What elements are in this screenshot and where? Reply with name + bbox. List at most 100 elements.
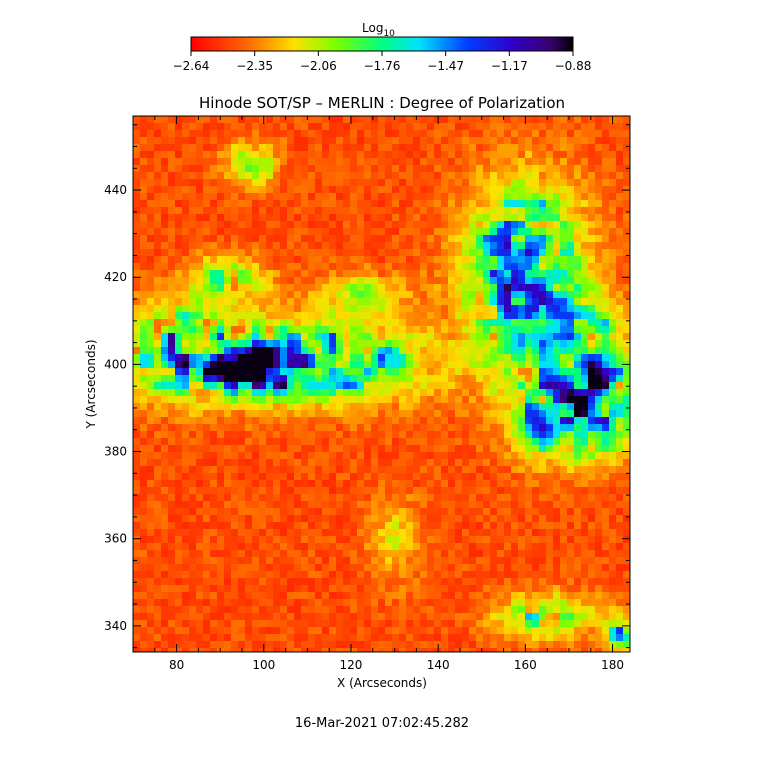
heatmap-cell	[511, 424, 518, 431]
heatmap-cell	[588, 137, 595, 144]
heatmap-cell	[301, 263, 308, 270]
heatmap-cell	[609, 599, 616, 606]
heatmap-cell	[560, 403, 567, 410]
heatmap-cell	[490, 312, 497, 319]
heatmap-cell	[427, 599, 434, 606]
heatmap-cell	[350, 130, 357, 137]
heatmap-cell	[616, 375, 623, 382]
heatmap-cell	[511, 256, 518, 263]
heatmap-cell	[378, 487, 385, 494]
heatmap-cell	[511, 522, 518, 529]
heatmap-cell	[329, 298, 336, 305]
heatmap-cell	[602, 592, 609, 599]
heatmap-cell	[308, 389, 315, 396]
heatmap-cell	[210, 508, 217, 515]
heatmap-cell	[259, 214, 266, 221]
heatmap-cell	[210, 340, 217, 347]
heatmap-cell	[182, 200, 189, 207]
heatmap-cell	[315, 508, 322, 515]
heatmap-cell	[420, 557, 427, 564]
heatmap-cell	[490, 130, 497, 137]
heatmap-cell	[483, 417, 490, 424]
heatmap-cell	[231, 144, 238, 151]
heatmap-cell	[203, 578, 210, 585]
heatmap-cell	[553, 424, 560, 431]
heatmap-cell	[560, 445, 567, 452]
heatmap-cell	[385, 354, 392, 361]
heatmap-cell	[406, 571, 413, 578]
heatmap-cell	[616, 445, 623, 452]
heatmap-cell	[322, 340, 329, 347]
heatmap-cell	[294, 578, 301, 585]
heatmap-cell	[588, 277, 595, 284]
heatmap-cell	[161, 501, 168, 508]
heatmap-cell	[280, 375, 287, 382]
heatmap-cell	[161, 452, 168, 459]
heatmap-cell	[469, 291, 476, 298]
heatmap-cell	[217, 270, 224, 277]
heatmap-cell	[532, 130, 539, 137]
heatmap-cell	[413, 431, 420, 438]
heatmap-cell	[252, 207, 259, 214]
heatmap-cell	[259, 242, 266, 249]
heatmap-cell	[203, 445, 210, 452]
heatmap-cell	[322, 144, 329, 151]
heatmap-cell	[287, 249, 294, 256]
heatmap-cell	[532, 116, 539, 123]
heatmap-cell	[413, 494, 420, 501]
heatmap-cell	[483, 389, 490, 396]
heatmap-cell	[203, 354, 210, 361]
heatmap-cell	[455, 494, 462, 501]
heatmap-cell	[350, 242, 357, 249]
heatmap-cell	[224, 410, 231, 417]
heatmap-cell	[609, 361, 616, 368]
heatmap-cell	[455, 424, 462, 431]
colorbar-tick-label: −2.35	[236, 59, 273, 73]
heatmap-cell	[413, 438, 420, 445]
heatmap-cell	[392, 473, 399, 480]
heatmap-cell	[427, 319, 434, 326]
heatmap-cell	[546, 235, 553, 242]
heatmap-cell	[154, 606, 161, 613]
heatmap-cell	[378, 193, 385, 200]
heatmap-cell	[245, 116, 252, 123]
heatmap-cell	[581, 123, 588, 130]
heatmap-cell	[420, 221, 427, 228]
heatmap-cell	[245, 256, 252, 263]
heatmap-cell	[238, 557, 245, 564]
heatmap-cell	[238, 571, 245, 578]
heatmap-cell	[350, 179, 357, 186]
heatmap-cell	[574, 557, 581, 564]
heatmap-cell	[168, 123, 175, 130]
heatmap-cell	[210, 158, 217, 165]
heatmap-cell	[294, 235, 301, 242]
heatmap-cell	[301, 193, 308, 200]
heatmap-cell	[539, 585, 546, 592]
heatmap-cell	[217, 410, 224, 417]
heatmap-cell	[504, 487, 511, 494]
heatmap-cell	[322, 382, 329, 389]
heatmap-cell	[413, 326, 420, 333]
heatmap-cell	[182, 214, 189, 221]
heatmap-cell	[224, 235, 231, 242]
heatmap-cell	[252, 389, 259, 396]
heatmap-cell	[455, 452, 462, 459]
heatmap-cell	[462, 550, 469, 557]
heatmap-cell	[217, 487, 224, 494]
heatmap-cell	[609, 207, 616, 214]
heatmap-cell	[252, 158, 259, 165]
heatmap-cell	[595, 186, 602, 193]
heatmap-cell	[161, 480, 168, 487]
heatmap-cell	[588, 494, 595, 501]
heatmap-cell	[462, 347, 469, 354]
heatmap-cell	[595, 445, 602, 452]
heatmap-cell	[427, 592, 434, 599]
heatmap-cell	[511, 249, 518, 256]
heatmap-cell	[581, 305, 588, 312]
heatmap-cell	[413, 375, 420, 382]
heatmap-cell	[210, 277, 217, 284]
heatmap-cell	[266, 438, 273, 445]
heatmap-cell	[609, 200, 616, 207]
heatmap-cell	[462, 291, 469, 298]
heatmap-cell	[364, 480, 371, 487]
